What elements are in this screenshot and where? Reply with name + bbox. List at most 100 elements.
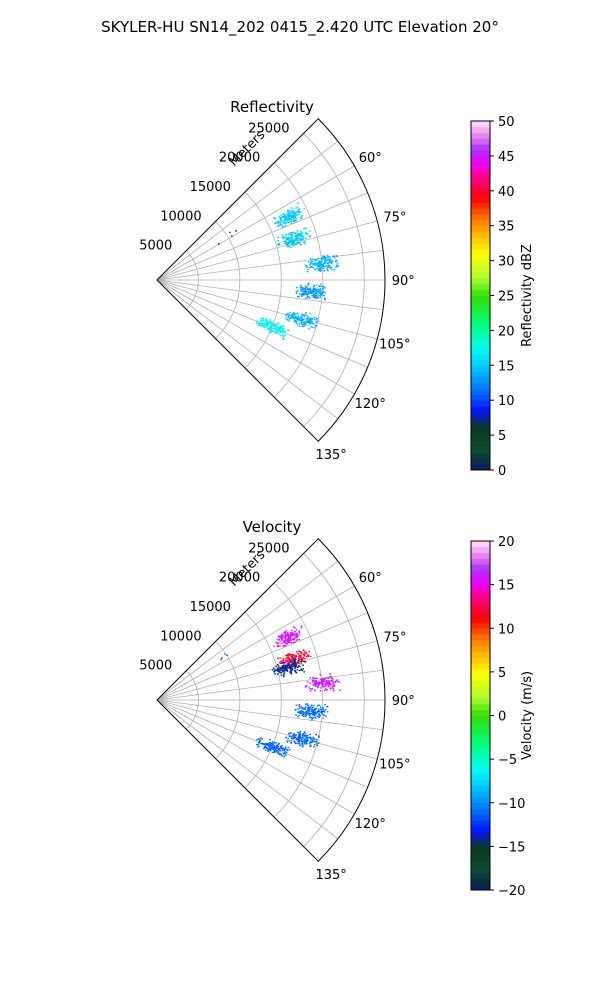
data-gate [289, 661, 292, 663]
data-gate [265, 747, 267, 749]
data-gate [274, 332, 277, 334]
data-gate [321, 255, 324, 257]
reflectivity-panel: Reflectivity60°75°90°105°120°135°5000100… [139, 98, 535, 479]
data-gate [300, 627, 303, 629]
data-gate [263, 744, 265, 746]
data-gate [336, 260, 338, 262]
data-gate [315, 321, 318, 324]
data-gate [292, 632, 295, 635]
data-gate [305, 652, 308, 654]
data-gate [300, 294, 303, 296]
data-gate [271, 669, 274, 671]
data-gate [301, 669, 304, 672]
azimuth-gridline [156, 699, 339, 840]
data-gate [279, 657, 281, 659]
data-gate [293, 317, 296, 320]
data-gate [295, 292, 298, 294]
data-gate [320, 708, 322, 710]
data-gate [271, 746, 274, 748]
data-gate [306, 710, 309, 712]
data-gate [276, 642, 279, 644]
data-gate [315, 707, 317, 710]
data-gate [282, 748, 285, 750]
data-gate [226, 654, 228, 656]
data-gate [300, 315, 302, 318]
theta-tick-label: 105° [379, 758, 410, 773]
data-gate [288, 241, 290, 244]
data-gate [287, 319, 289, 321]
data-gate [319, 288, 322, 290]
data-gate [272, 324, 275, 326]
data-gate [306, 738, 309, 740]
data-gate [299, 707, 301, 709]
data-gate [290, 639, 293, 641]
data-gate [283, 755, 285, 758]
data-gate [277, 236, 280, 238]
colorbar-segment [471, 440, 490, 448]
data-gate [303, 712, 305, 714]
data-gate [327, 269, 329, 272]
data-gate [293, 665, 295, 667]
data-gate [275, 323, 277, 325]
data-gate [284, 635, 287, 637]
data-gate [310, 266, 313, 268]
data-gate [309, 682, 312, 685]
data-gate [300, 651, 303, 653]
data-gate [285, 237, 288, 239]
data-gate [291, 222, 293, 225]
data-gate [317, 269, 320, 271]
data-gate [277, 323, 279, 325]
data-gate [278, 752, 281, 755]
data-gate [318, 265, 320, 267]
data-gate [285, 751, 288, 754]
data-gate [297, 209, 300, 211]
data-gate [265, 322, 268, 325]
data-gate [305, 290, 308, 293]
radial-tick-label: 5000 [139, 659, 172, 674]
data-gate [300, 317, 303, 319]
data-gate [295, 239, 297, 241]
data-gate [282, 220, 284, 222]
data-gate [282, 666, 285, 668]
data-gate [313, 738, 315, 740]
data-gate [270, 322, 273, 324]
data-gate [313, 262, 315, 265]
data-gate [272, 743, 274, 745]
data-gate [286, 663, 289, 665]
data-gate [273, 323, 276, 325]
data-gate [276, 669, 278, 671]
data-gate [304, 322, 306, 324]
data-gate [282, 636, 284, 639]
data-gate [321, 680, 324, 682]
data-gate [304, 661, 307, 663]
colorbar-segment [471, 155, 490, 163]
data-gate [304, 264, 307, 266]
colorbar-segment [471, 546, 490, 554]
data-gate [305, 323, 308, 326]
data-gate [294, 216, 297, 218]
data-gate [283, 635, 285, 637]
data-gate [277, 644, 279, 647]
data-gate [286, 643, 288, 645]
colorbar-segment [471, 382, 490, 389]
data-gate [260, 742, 263, 745]
data-gate [302, 323, 304, 326]
data-gate [288, 733, 290, 735]
data-gate [314, 680, 316, 682]
data-gate [320, 682, 323, 685]
data-gate [289, 637, 291, 640]
colorbar-segment [471, 254, 490, 261]
panel-title: Reflectivity [230, 98, 314, 116]
data-gate [298, 734, 301, 737]
data-gate [303, 743, 306, 745]
data-gate [286, 740, 289, 742]
data-gate [271, 330, 274, 332]
data-gate [326, 705, 329, 708]
data-gate [282, 752, 285, 755]
data-gate [293, 313, 296, 315]
data-gate [302, 288, 304, 291]
data-gate [280, 637, 283, 639]
data-gate [293, 316, 295, 318]
data-gate [294, 637, 296, 639]
data-gate [295, 316, 297, 318]
